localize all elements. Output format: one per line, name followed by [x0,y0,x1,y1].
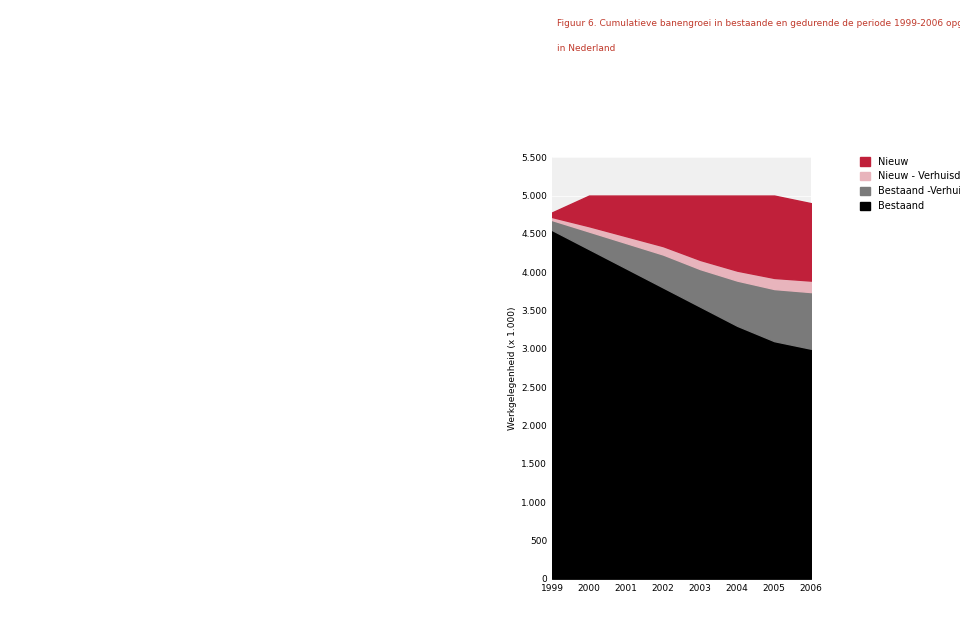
Text: in Nederland: in Nederland [557,44,615,53]
Text: Figuur 6. Cumulatieve banengroei in bestaande en gedurende de periode 1999-2006 : Figuur 6. Cumulatieve banengroei in best… [557,19,960,28]
Y-axis label: Werkgelegenheid (x 1.000): Werkgelegenheid (x 1.000) [508,306,517,430]
Legend: Nieuw, Nieuw - Verhuisd, Bestaand -Verhuisd, Bestaand: Nieuw, Nieuw - Verhuisd, Bestaand -Verhu… [857,153,960,214]
